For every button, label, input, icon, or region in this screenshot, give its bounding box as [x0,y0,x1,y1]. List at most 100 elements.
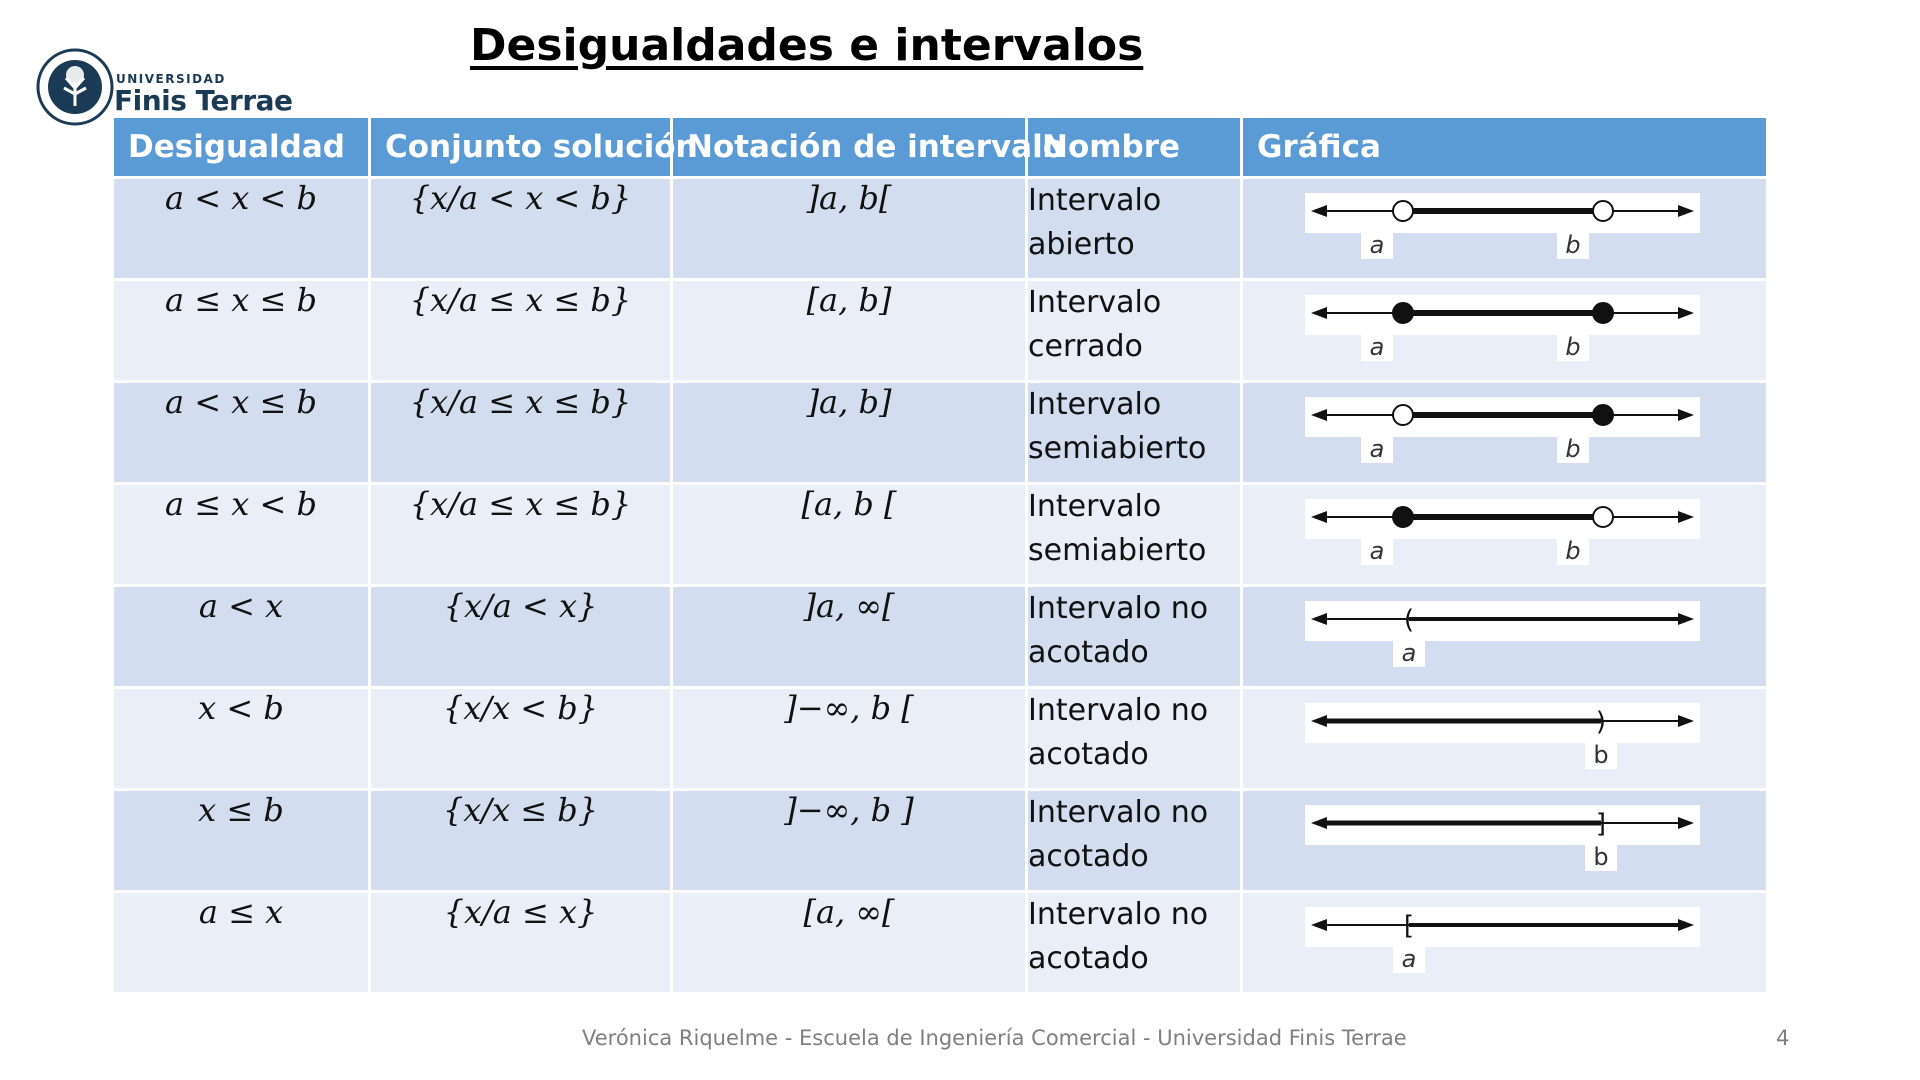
table-header-row: Desigualdad Conjunto solución Notación d… [111,115,1769,179]
endpoint-label: b [1565,435,1580,463]
open-endpoint-icon [1592,200,1614,222]
inequality-cell: a < x [111,584,371,689]
interval-name-line: cerrado [1028,329,1143,364]
university-seal-icon [36,48,114,126]
open-endpoint-icon [1392,404,1414,426]
header-solution-set: Conjunto solución [368,115,698,179]
closed-endpoint-icon [1392,506,1414,528]
interval-name-line: Intervalo no [1028,693,1209,728]
right-arrow-icon [1678,511,1694,523]
logo-text-university: UNIVERSIDAD [116,72,226,86]
header-interval-notation: Notación de intervalo [670,115,1064,179]
inequality-cell: a ≤ x < b [111,482,371,587]
interval-notation-cell: ]−∞, b [ [670,686,1028,791]
closed-endpoint-icon [1592,404,1614,426]
interval-name-line: Intervalo no [1028,897,1209,932]
interval-name-line: semiabierto [1028,431,1207,466]
endpoint-label: b [1593,741,1608,769]
left-arrow-icon [1311,715,1327,727]
interval-name-cell: Intervalo semiabierto [1025,380,1243,485]
endpoint-label: a [1370,333,1385,361]
number-line-graph: )b [1305,703,1700,769]
header-name: Nombre [1025,115,1243,179]
left-arrow-icon [1311,919,1327,931]
interval-name-line: Intervalo [1028,285,1162,320]
right-arrow-icon [1678,613,1694,625]
closed-endpoint-icon [1392,302,1414,324]
page-number: 4 [1776,1026,1790,1050]
table-row: a < x ≤ b {x/a ≤ x ≤ b}]a, b] Intervalo sem… [111,380,1769,485]
interval-notation-cell: [a, b] [670,278,1028,383]
header-inequality: Desigualdad [111,115,371,179]
number-line-graph: ]b [1305,805,1700,871]
interval-name-line: Intervalo [1028,489,1162,524]
header-graph: Gráfica [1240,115,1769,179]
left-arrow-icon [1311,205,1327,217]
endpoint-bracket: ] [1596,809,1606,839]
solution-set-cell: {x/x ≤ b} [368,788,673,893]
number-line-graph: (a [1305,601,1700,667]
endpoint-label: b [1565,333,1580,361]
endpoint-label: a [1370,435,1385,463]
interval-notation-cell: ]a, b[ [670,176,1028,281]
table-row: a ≤ x < b {x/a ≤ x ≤ b} [a, b [Intervalo se… [111,482,1769,587]
interval-name-line: acotado [1028,635,1149,670]
interval-name-cell: Intervalo abierto [1025,176,1243,281]
interval-name-line: acotado [1028,737,1149,772]
interval-name-line: semiabierto [1028,533,1207,568]
endpoint-label: b [1565,537,1580,565]
interval-name-cell: Intervalo no acotado [1025,890,1243,995]
inequality-cell: a < x ≤ b [111,380,371,485]
table-row: a < x < b {x/a < x < b}]a, b[Intervalo abi… [111,176,1769,281]
interval-name-line: Intervalo [1028,183,1162,218]
endpoint-label: b [1593,843,1608,871]
interval-name-line: Intervalo [1028,387,1162,422]
interval-name-cell: Intervalo no acotado [1025,584,1243,689]
endpoint-label: b [1565,231,1580,259]
footer-text: Verónica Riquelme - Escuela de Ingenierí… [582,1026,1407,1050]
interval-notation-cell: ]−∞, b ] [670,788,1028,893]
logo-text-name: Finis Terrae [114,84,293,117]
inequality-cell: a ≤ x ≤ b [111,278,371,383]
table-row: x < b {x/x < b}]−∞, b [Intervalo no acotad… [111,686,1769,791]
left-arrow-icon [1311,409,1327,421]
interval-name-line: abierto [1028,227,1135,262]
closed-endpoint-icon [1592,302,1614,324]
graph-cell: ] b [1240,788,1769,893]
interval-name-cell: Intervalo no acotado [1025,788,1243,893]
interval-name-line: Intervalo no [1028,591,1209,626]
right-arrow-icon [1678,307,1694,319]
interval-name-cell: Intervalo semiabierto [1025,482,1243,587]
inequality-cell: x < b [111,686,371,791]
graph-cell: [a [1240,890,1769,995]
interval-notation-cell: [a, b [ [670,482,1028,587]
solution-set-cell: {x/x < b} [368,686,673,791]
solution-set-cell: {x/a ≤ x ≤ b} [368,380,673,485]
interval-name-line: acotado [1028,839,1149,874]
left-arrow-icon [1311,613,1327,625]
table-row: x ≤ b {x/x ≤ b}]−∞, b ] Intervalo no acotad… [111,788,1769,893]
left-arrow-icon [1311,307,1327,319]
interval-name-line: acotado [1028,941,1149,976]
table-row: a < x {x/a < x}]a, ∞[Intervalo no acotado (… [111,584,1769,689]
left-arrow-icon [1311,511,1327,523]
endpoint-bracket: ) [1596,707,1606,737]
interval-name-cell: Intervalo cerrado [1025,278,1243,383]
right-arrow-icon [1678,715,1694,727]
left-arrow-icon [1311,817,1327,829]
solution-set-cell: {x/a < x} [368,584,673,689]
right-arrow-icon [1678,205,1694,217]
graph-cell: ) b [1240,686,1769,791]
solution-set-cell: {x/a ≤ x ≤ b} [368,278,673,383]
table-row: a ≤ x ≤ b {x/a ≤ x ≤ b} [a, b] Intervalo cer… [111,278,1769,383]
university-logo: UNIVERSIDAD Finis Terrae [36,46,296,136]
right-arrow-icon [1678,409,1694,421]
endpoint-label: a [1370,231,1385,259]
endpoint-bracket: [ [1404,911,1414,941]
